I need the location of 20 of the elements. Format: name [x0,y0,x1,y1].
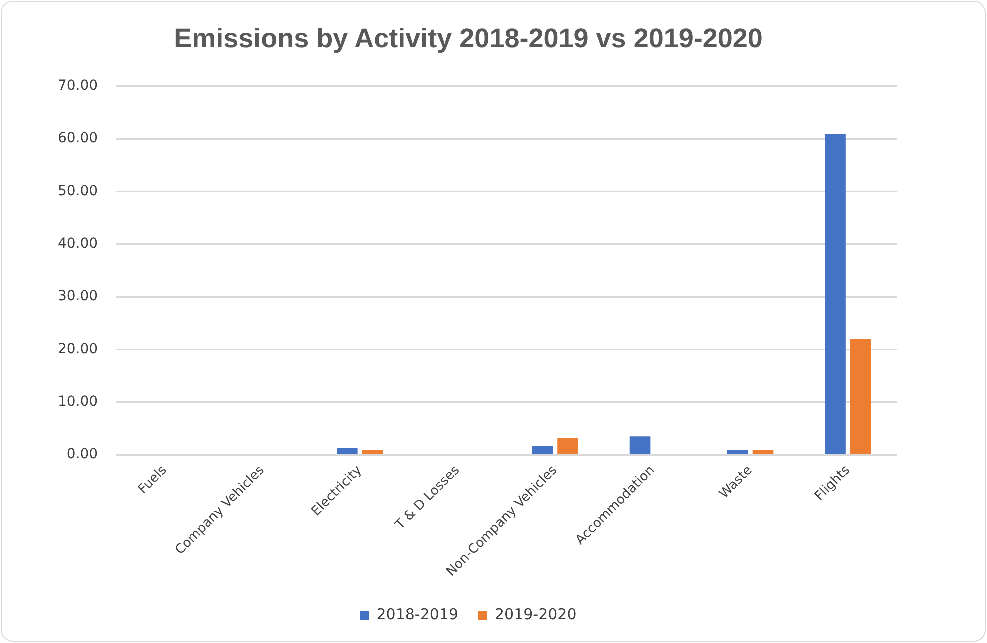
y-tick-label: 50.00 [58,183,98,200]
bar [630,436,651,454]
bar [337,448,358,454]
bar [727,450,748,454]
y-tick-label: 10.00 [58,394,98,410]
bar [825,134,846,454]
legend-label: 2019-2020 [495,605,577,624]
bar [752,450,774,454]
bar [362,450,384,454]
y-tick-label: 20.00 [58,341,98,358]
legend-label: 2018-2019 [376,605,459,624]
y-tick-label: 0.00 [66,446,98,463]
y-tick-label: 40.00 [58,236,98,252]
y-tick-label: 30.00 [58,288,98,305]
y-tick-label: 60.00 [58,130,98,147]
y-tick-label: 70.00 [58,78,98,94]
bar [850,339,872,454]
bar [558,438,578,454]
bar [532,446,554,454]
chart-title: Emissions by Activity 2018-2019 vs 2019-2020 [174,24,763,54]
